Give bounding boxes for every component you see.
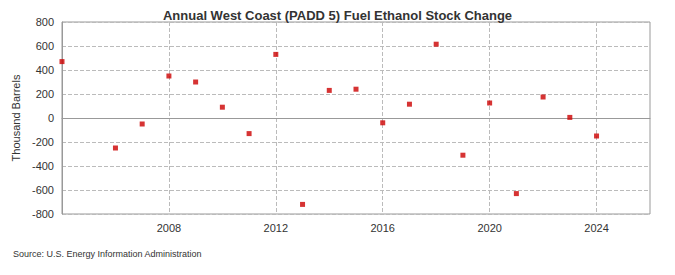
svg-text:-800: -800: [32, 208, 54, 220]
svg-text:600: 600: [36, 40, 54, 52]
svg-text:Source: U.S. Energy Informatio: Source: U.S. Energy Information Administ…: [13, 249, 202, 259]
svg-text:2008: 2008: [157, 222, 181, 234]
svg-text:-400: -400: [32, 160, 54, 172]
svg-text:2024: 2024: [584, 222, 608, 234]
svg-text:2020: 2020: [477, 222, 501, 234]
svg-text:Thousand Barrels: Thousand Barrels: [10, 74, 22, 161]
svg-text:-600: -600: [32, 184, 54, 196]
svg-text:0: 0: [48, 112, 54, 124]
svg-text:Annual West Coast (PADD 5) Fue: Annual West Coast (PADD 5) Fuel Ethanol …: [163, 8, 512, 23]
svg-text:-200: -200: [32, 136, 54, 148]
svg-text:2016: 2016: [370, 222, 394, 234]
svg-text:2012: 2012: [264, 222, 288, 234]
svg-text:200: 200: [36, 88, 54, 100]
svg-text:400: 400: [36, 64, 54, 76]
svg-text:800: 800: [36, 16, 54, 28]
